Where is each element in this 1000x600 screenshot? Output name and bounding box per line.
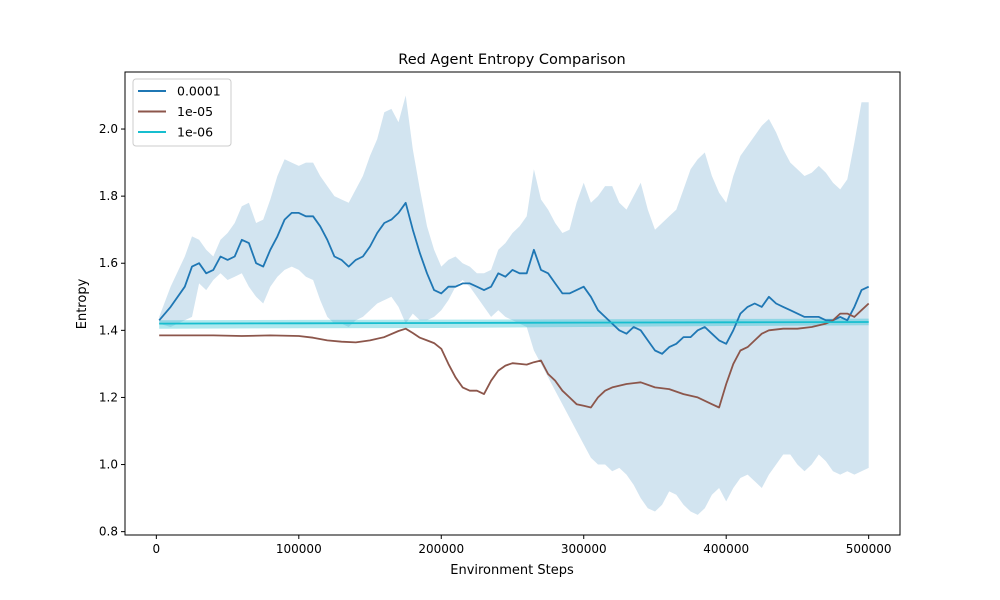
x-axis-label: Environment Steps [450, 563, 574, 578]
x-tick-label: 200000 [418, 542, 464, 556]
y-axis-label: Entropy [75, 278, 90, 329]
x-axis-ticks: 0 100000 200000 300000 400000 500000 [153, 535, 892, 556]
x-tick-label: 300000 [561, 542, 607, 556]
series-lines [158, 201, 870, 409]
series-0-line [158, 201, 870, 355]
legend-label: 1e-05 [177, 104, 213, 119]
y-tick-label: 1.6 [99, 256, 118, 270]
x-tick-label: 100000 [276, 542, 322, 556]
x-tick-label: 500000 [846, 542, 892, 556]
y-tick-label: 1.2 [99, 390, 118, 404]
series-2-line [159, 321, 869, 325]
series-1-line [159, 302, 870, 409]
x-tick-label: 0 [153, 542, 161, 556]
x-tick-label: 400000 [703, 542, 749, 556]
y-tick-label: 0.8 [99, 525, 118, 539]
legend: 0.0001 1e-05 1e-06 [132, 78, 232, 147]
y-tick-label: 2.0 [99, 122, 118, 136]
y-axis-ticks: 0.8 1.0 1.2 1.4 1.6 1.8 2.0 [99, 122, 125, 539]
legend-label: 0.0001 [177, 84, 221, 99]
chart-title: Red Agent Entropy Comparison [398, 52, 625, 68]
y-tick-label: 1.0 [99, 458, 118, 472]
series-0-band [159, 95, 869, 515]
legend-label: 1e-06 [177, 125, 213, 140]
y-tick-label: 1.8 [99, 189, 118, 203]
legend-box [132, 78, 232, 147]
y-tick-label: 1.4 [99, 323, 118, 337]
plot-frame [124, 71, 901, 536]
